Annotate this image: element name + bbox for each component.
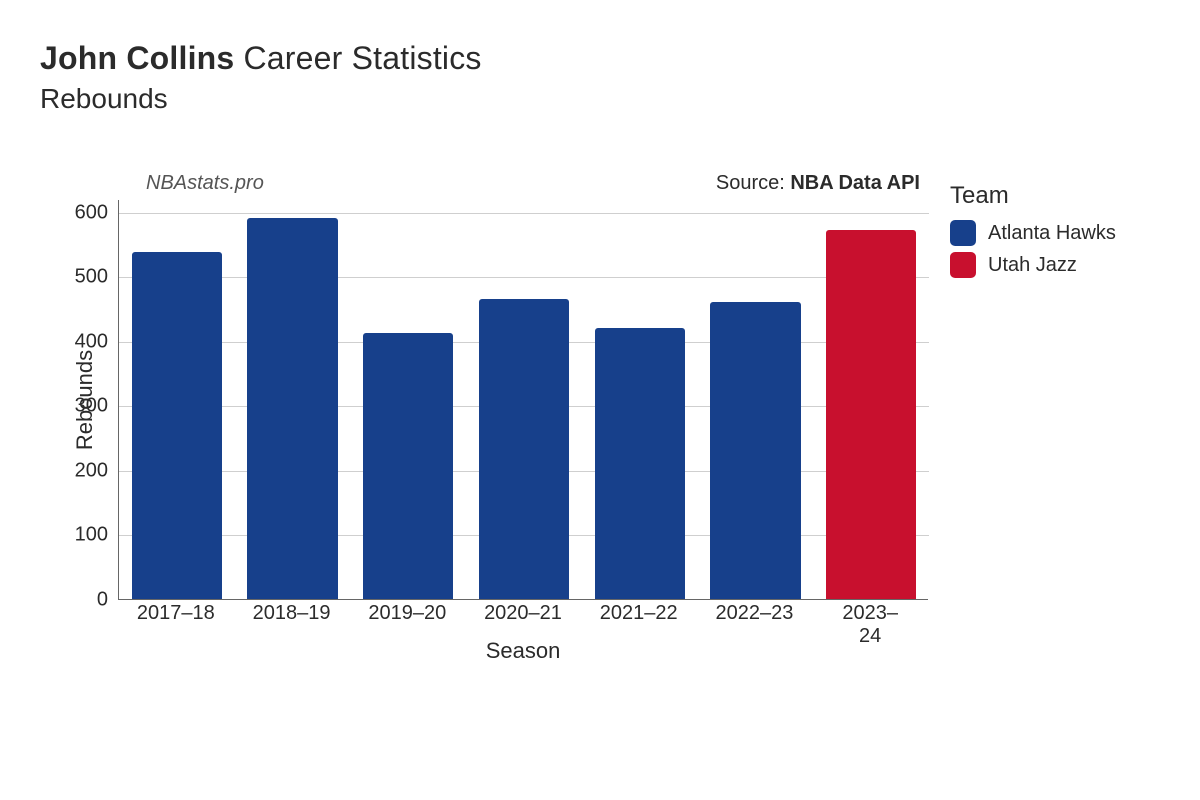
legend: Team Atlanta Hawks Utah Jazz [950,182,1150,284]
title-suffix: Career Statistics [234,40,481,76]
x-tick-label: 2018–19 [253,602,331,625]
bar [363,333,453,599]
watermark: NBAstats.pro [146,172,264,195]
y-tick-label: 0 [48,589,108,612]
y-tick-label: 400 [48,330,108,353]
bar [247,218,337,599]
y-tick-label: 100 [48,524,108,547]
gridline [119,213,929,214]
title-player-name: John Collins [40,40,234,76]
x-tick-label: 2019–20 [368,602,446,625]
y-tick-label: 300 [48,395,108,418]
chart-subtitle: Rebounds [40,83,1160,115]
x-tick-label: 2022–23 [715,602,793,625]
source-attribution: Source: NBA Data API [716,172,920,195]
legend-item: Atlanta Hawks [950,220,1150,246]
legend-label: Utah Jazz [988,254,1077,277]
bar [132,252,222,599]
bar [595,328,685,599]
x-tick-label: 2020–21 [484,602,562,625]
source-value: NBA Data API [790,172,920,194]
gridline [119,277,929,278]
bar [479,299,569,599]
plot-region: NBAstats.pro Source: NBA Data API Reboun… [118,170,928,630]
x-tick-label: 2023–24 [841,602,899,648]
x-tick-label: 2017–18 [137,602,215,625]
x-axis-title: Season [118,638,928,664]
source-label: Source: [716,172,790,194]
legend-swatch [950,220,976,246]
x-tick-label: 2021–22 [600,602,678,625]
bar [710,302,800,599]
legend-item: Utah Jazz [950,252,1150,278]
legend-swatch [950,252,976,278]
legend-label: Atlanta Hawks [988,222,1116,245]
legend-title: Team [950,182,1150,210]
chart: NBAstats.pro Source: NBA Data API Reboun… [40,160,1160,720]
y-tick-label: 600 [48,201,108,224]
plot-area [118,200,928,600]
y-tick-label: 500 [48,266,108,289]
y-tick-label: 200 [48,459,108,482]
chart-title: John Collins Career Statistics [40,40,1160,77]
bar [826,230,916,599]
